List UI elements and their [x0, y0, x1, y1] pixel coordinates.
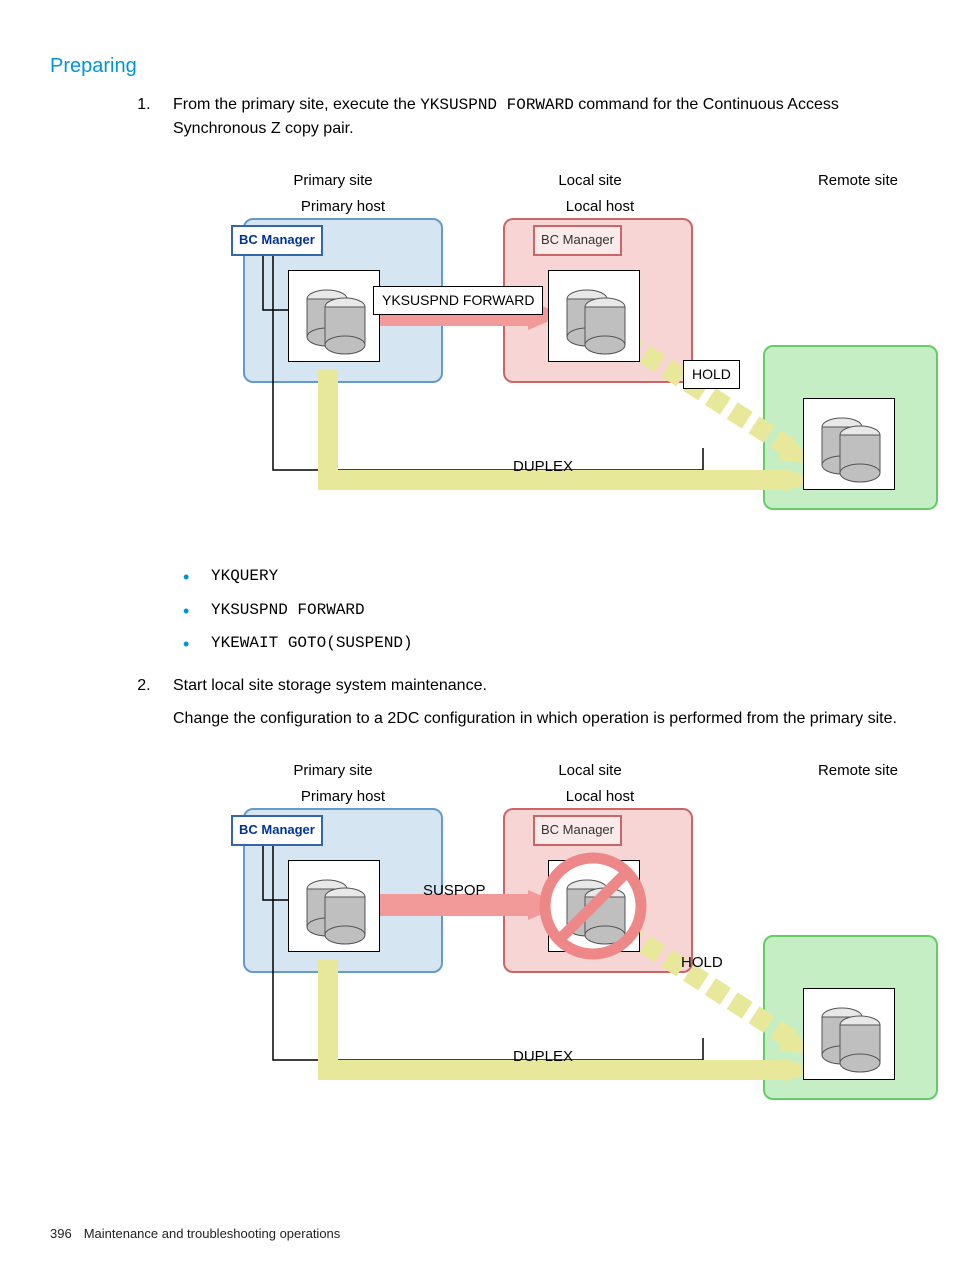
diagram-1: Primary site Local site Remote site Prim…	[233, 170, 953, 530]
step1-cmd: YKSUSPND FORWARD	[420, 96, 574, 114]
step-1: From the primary site, execute the YKSUS…	[155, 93, 904, 660]
diagram-2: Primary site Local site Remote site Prim…	[233, 760, 953, 1120]
step-2: Start local site storage system maintena…	[155, 674, 904, 1120]
duplex-label: DUPLEX	[513, 456, 573, 478]
sub-item-0: YKQUERY	[183, 560, 904, 593]
sub-item-2: YKEWAIT GOTO(SUSPEND)	[183, 627, 904, 660]
sub-item-1: YKSUSPND FORWARD	[183, 594, 904, 627]
remote-disk	[803, 398, 895, 490]
section-heading: Preparing	[50, 55, 904, 78]
hold-label-2: HOLD	[681, 952, 723, 974]
step2-line2: Change the configuration to a 2DC config…	[173, 707, 904, 730]
duplex-label-2: DUPLEX	[513, 1046, 573, 1068]
suspop-label: SUSPOP	[423, 880, 486, 902]
step2-line1: Start local site storage system maintena…	[173, 674, 904, 697]
primary-disk	[288, 270, 380, 362]
footer-title: Maintenance and troubleshooting operatio…	[84, 1226, 341, 1241]
bc-manager-primary: BC Manager	[231, 225, 323, 256]
step1-prefix: From the primary site, execute the	[173, 96, 420, 113]
page-footer: 396 Maintenance and troubleshooting opera…	[50, 1226, 340, 1241]
bc-manager-local-2: BC Manager	[533, 815, 622, 846]
local-disk	[548, 270, 640, 362]
primary-disk-2	[288, 860, 380, 952]
bc-manager-local: BC Manager	[533, 225, 622, 256]
remote-disk-2	[803, 988, 895, 1080]
bc-manager-primary-2: BC Manager	[231, 815, 323, 846]
yksuspnd-label: YKSUSPND FORWARD	[373, 286, 543, 314]
hold-label: HOLD	[683, 360, 740, 388]
page-number: 396	[50, 1226, 72, 1241]
prohibit-icon	[533, 846, 653, 966]
